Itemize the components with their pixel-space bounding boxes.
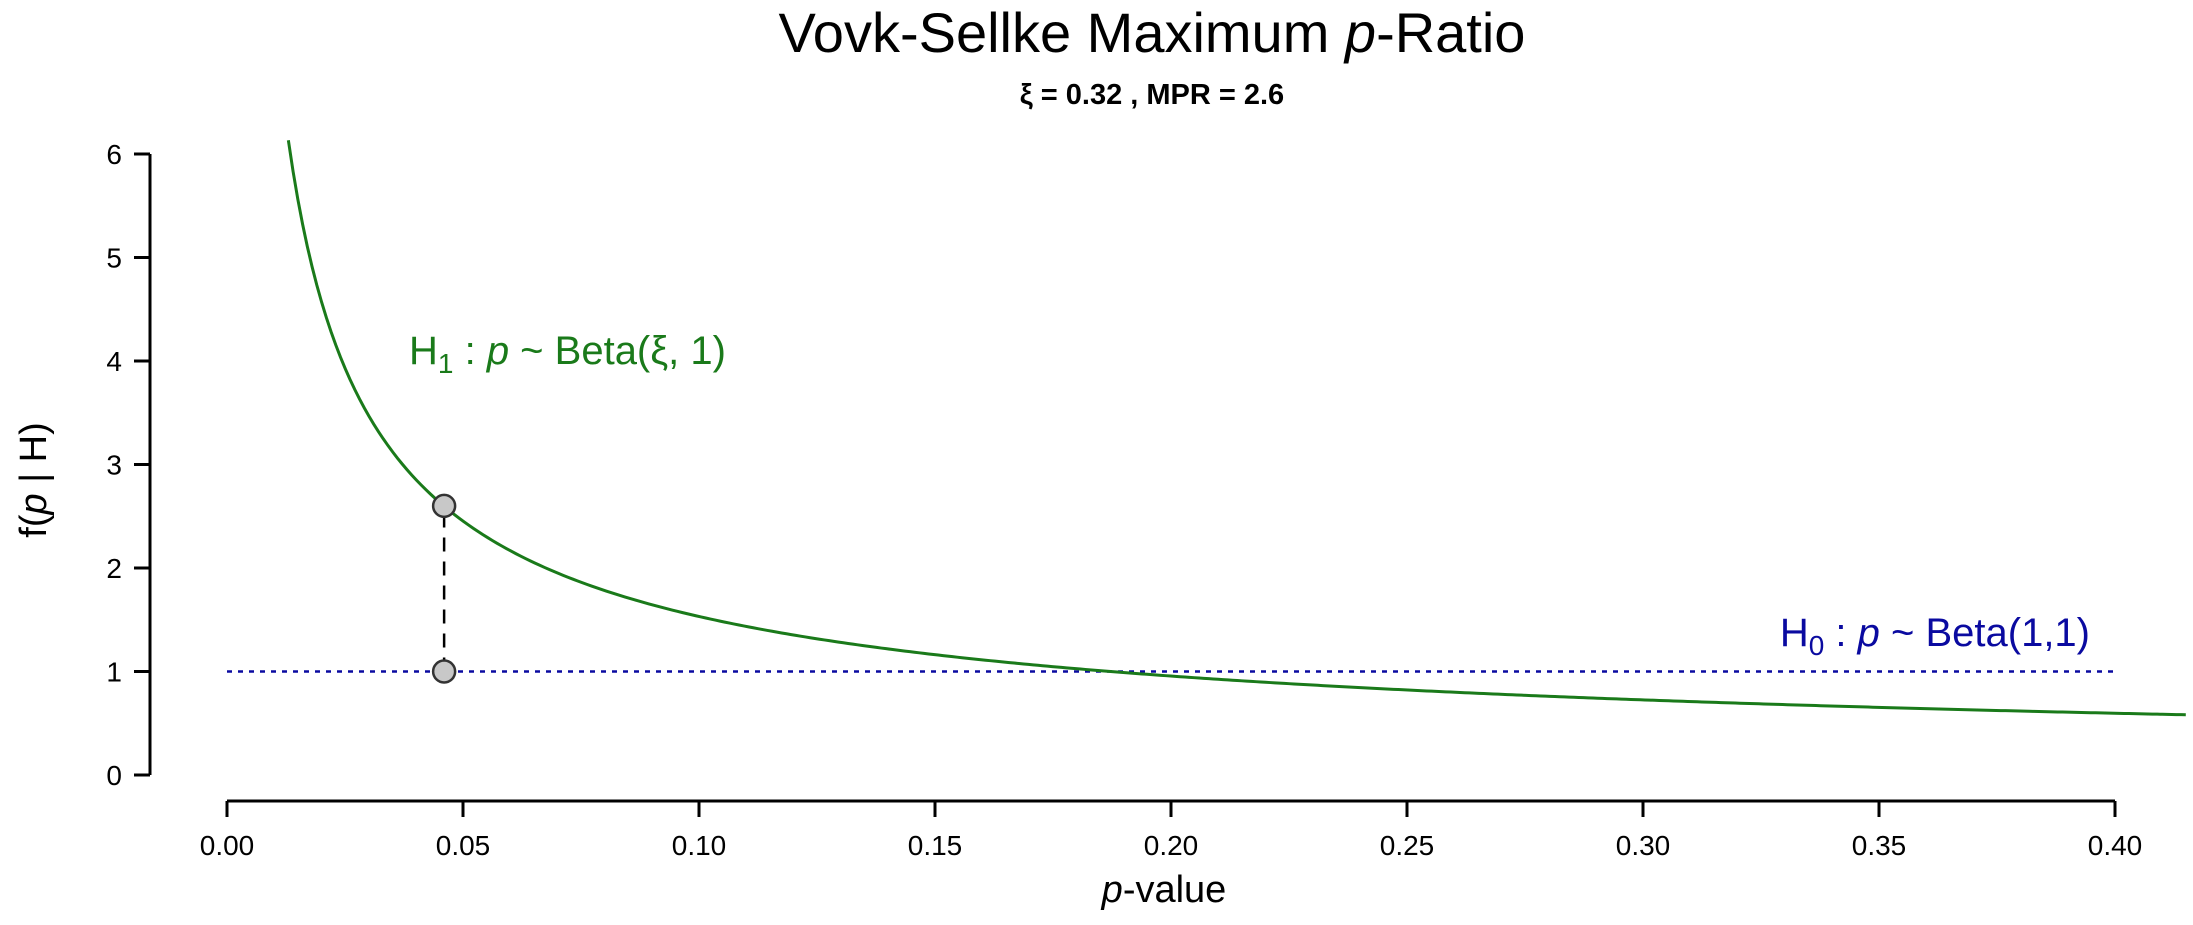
chart-title-tail: -Ratio [1376, 1, 1525, 64]
chart-title: Vovk-Sellke Maximum p-Ratio [779, 1, 1526, 64]
y-axis: 0 1 2 3 4 5 6 [106, 139, 152, 791]
y-tick-label: 4 [106, 346, 122, 377]
x-tick-label: 0.20 [1144, 830, 1199, 861]
y-tick-label: 0 [106, 760, 122, 791]
y-tick-label: 1 [106, 657, 122, 688]
x-tick-label: 0.15 [908, 830, 963, 861]
y-tick-label: 6 [106, 139, 122, 170]
x-tick-label: 0.10 [672, 830, 727, 861]
h1-series-curve [286, 140, 2186, 717]
y-tick-label: 3 [106, 450, 122, 481]
h1-density-point [431, 493, 457, 519]
h0-series-label: H0 : p ~ Beta(1,1) [1780, 611, 2090, 661]
x-axis-title: p-value [1101, 869, 1227, 911]
x-tick-label: 0.25 [1380, 830, 1435, 861]
x-tick-label: 0.00 [200, 830, 255, 861]
chart-subtitle: ξ = 0.32 , MPR = 2.6 [1020, 79, 1284, 111]
y-axis-title: f(p | H) [13, 422, 55, 537]
x-axis: 0.00 0.05 0.10 0.15 0.20 0.25 0.30 0.35 0.40 [200, 799, 2143, 861]
x-tick-label: 0.40 [2088, 830, 2143, 861]
chart-title-main: Vovk-Sellke Maximum [779, 1, 1345, 64]
x-tick-label: 0.05 [436, 830, 491, 861]
x-tick-label: 0.35 [1852, 830, 1907, 861]
y-tick-label: 2 [106, 553, 122, 584]
h0-density-point [431, 659, 457, 684]
chart-title-italic: p [1343, 1, 1376, 64]
y-tick-label: 5 [106, 243, 122, 274]
x-tick-label: 0.30 [1616, 830, 1671, 861]
h1-series-label: H1 : p ~ Beta(ξ, 1) [409, 329, 726, 379]
